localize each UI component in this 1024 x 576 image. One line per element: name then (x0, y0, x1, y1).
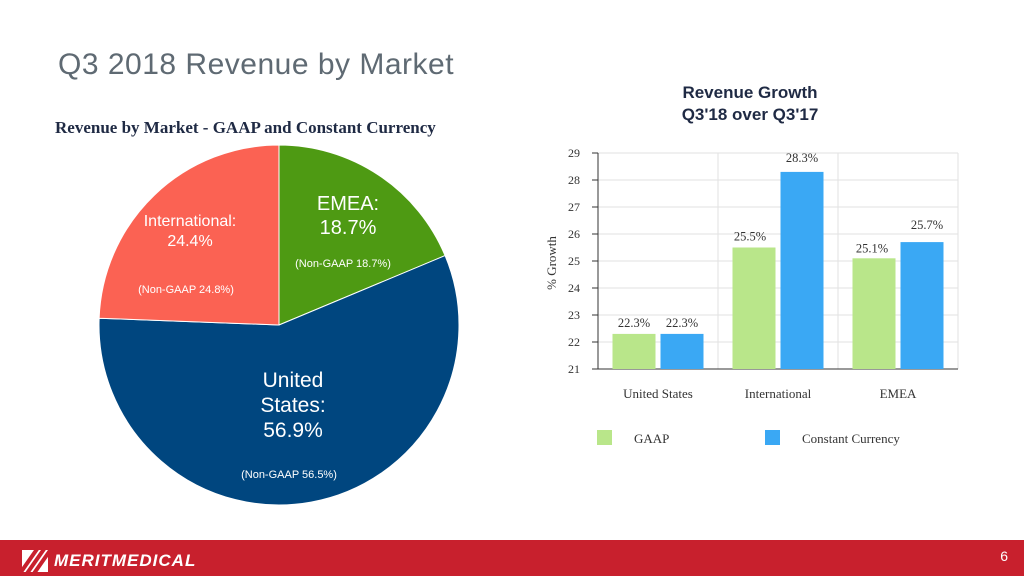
bar-gaap (612, 333, 656, 369)
bar-gaap (852, 258, 896, 369)
pie-label-international: International: (144, 213, 237, 230)
bar-chart: 21 22 23 24 25 26 27 28 29 % Growth 22.3% 22.3% Unit… (544, 146, 959, 446)
page-number: 6 (1000, 548, 1008, 564)
pie-note-emea: (Non-GAAP 18.7%) (295, 258, 391, 270)
pie-label-united-states: United (263, 369, 324, 392)
y-tick-label: 26 (568, 227, 580, 241)
growth-chart-title-line1: Revenue Growth (682, 83, 818, 102)
logo-text: MERITMEDICAL (54, 551, 197, 570)
bar-gaap (732, 247, 776, 369)
y-tick-label: 27 (568, 200, 580, 214)
x-category-label: United States (623, 386, 693, 401)
pie-slice-emea (278, 144, 446, 326)
y-axis-label: % Growth (544, 236, 559, 290)
bar-data-label: 28.3% (786, 151, 818, 165)
pie-chart: EMEA:18.7% (Non-GAAP 18.7%) UnitedStates:5… (98, 144, 460, 506)
pie-label-international: 24.4% (167, 233, 212, 250)
growth-chart-title: Revenue Growth Q3'18 over Q3'17 (640, 82, 860, 126)
y-tick-label: 24 (568, 281, 580, 295)
pie-label-united-states: States: (260, 394, 325, 417)
logo-mark-icon (22, 550, 48, 572)
y-tick-label: 29 (568, 146, 580, 160)
bar-data-label: 22.3% (618, 316, 650, 330)
bar-constant-currency (900, 242, 944, 369)
y-tick-label: 25 (568, 254, 580, 268)
x-category-label: EMEA (880, 386, 917, 401)
legend-swatch (765, 430, 780, 445)
x-category-label: International (745, 386, 812, 401)
y-tick-label: 21 (568, 362, 580, 376)
y-tick-label: 23 (568, 308, 580, 322)
y-tick-label: 22 (568, 335, 580, 349)
bar-constant-currency (780, 171, 824, 369)
pie-note-united-states: (Non-GAAP 56.5%) (241, 469, 337, 481)
bar-data-label: 25.5% (734, 230, 766, 244)
pie-note-international: (Non-GAAP 24.8%) (138, 284, 234, 296)
merit-medical-logo: MERITMEDICAL (22, 550, 196, 572)
slide-title: Q3 2018 Revenue by Market (58, 48, 455, 81)
pie-label-united-states: 56.9% (263, 419, 323, 442)
bar-data-label: 22.3% (666, 316, 698, 330)
pie-label-emea: EMEA: (317, 193, 379, 215)
pie-label-emea: 18.7% (320, 217, 377, 239)
legend-swatch (597, 430, 612, 445)
footer-bar (0, 540, 1024, 576)
growth-chart-title-line2: Q3'18 over Q3'17 (681, 105, 819, 124)
bar-constant-currency (660, 333, 704, 369)
legend-label: Constant Currency (802, 431, 900, 446)
bar-data-label: 25.1% (856, 241, 888, 255)
pie-chart-title: Revenue by Market - GAAP and Constant Cu… (55, 118, 436, 137)
y-tick-label: 28 (568, 173, 580, 187)
pie-slice-international (98, 144, 280, 326)
pie-slice-united-states (98, 254, 460, 506)
legend-label: GAAP (634, 431, 669, 446)
bar-data-label: 25.7% (911, 218, 943, 232)
